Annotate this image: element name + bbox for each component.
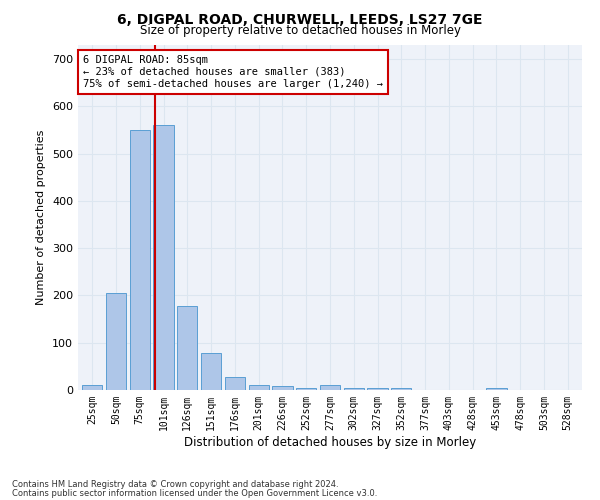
Bar (177, 306, 197, 390)
Bar (201, 353, 221, 390)
Text: 6 DIGPAL ROAD: 85sqm
← 23% of detached houses are smaller (383)
75% of semi-deta: 6 DIGPAL ROAD: 85sqm ← 23% of detached h… (83, 56, 383, 88)
Bar (225, 377, 245, 390)
Bar (106, 293, 126, 390)
Bar (391, 388, 412, 390)
Bar (344, 388, 364, 390)
Bar (367, 388, 388, 390)
Text: Size of property relative to detached houses in Morley: Size of property relative to detached ho… (139, 24, 461, 37)
X-axis label: Distribution of detached houses by size in Morley: Distribution of detached houses by size … (184, 436, 476, 448)
Y-axis label: Number of detached properties: Number of detached properties (37, 130, 46, 305)
Bar (296, 388, 316, 390)
Text: Contains public sector information licensed under the Open Government Licence v3: Contains public sector information licen… (12, 489, 377, 498)
Bar (130, 130, 150, 390)
Bar (487, 388, 506, 390)
Bar (82, 386, 103, 390)
Bar (320, 386, 340, 390)
Bar (154, 126, 173, 390)
Text: Contains HM Land Registry data © Crown copyright and database right 2024.: Contains HM Land Registry data © Crown c… (12, 480, 338, 489)
Text: 6, DIGPAL ROAD, CHURWELL, LEEDS, LS27 7GE: 6, DIGPAL ROAD, CHURWELL, LEEDS, LS27 7G… (117, 12, 483, 26)
Bar (248, 386, 269, 390)
Bar (272, 386, 293, 390)
